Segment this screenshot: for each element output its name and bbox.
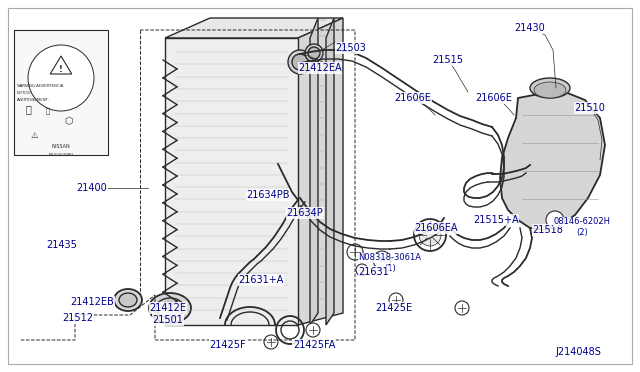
Text: 21412EB: 21412EB (70, 297, 114, 307)
Text: N08318-3061A: N08318-3061A (358, 253, 422, 263)
Text: 21512: 21512 (63, 313, 93, 323)
Ellipse shape (530, 78, 570, 98)
Polygon shape (500, 90, 605, 230)
Text: 21503: 21503 (335, 43, 367, 53)
Circle shape (347, 244, 363, 260)
Text: !: ! (59, 65, 63, 74)
Circle shape (389, 293, 403, 307)
Text: J214048S: J214048S (555, 347, 601, 357)
Text: NISSAN: NISSAN (52, 144, 70, 149)
Text: 21425FA: 21425FA (293, 340, 335, 350)
Text: 21518: 21518 (532, 225, 563, 235)
Polygon shape (326, 18, 334, 325)
Polygon shape (165, 18, 343, 38)
Text: 21631: 21631 (358, 267, 389, 277)
Text: 08146-6202H: 08146-6202H (554, 218, 611, 227)
Text: AVERTISSEMENT·: AVERTISSEMENT· (17, 98, 51, 102)
Text: 21400: 21400 (77, 183, 108, 193)
Circle shape (308, 47, 320, 59)
Text: N14/2020PU: N14/2020PU (48, 153, 74, 157)
Text: ⬜: ⬜ (25, 104, 31, 114)
Text: NOTICE·: NOTICE· (17, 91, 33, 95)
Text: ⚠: ⚠ (30, 131, 38, 140)
Bar (14, 30, 108, 155)
Circle shape (455, 301, 469, 315)
Text: B: B (552, 217, 557, 223)
Ellipse shape (119, 293, 137, 307)
Text: 21425E: 21425E (376, 303, 413, 313)
Text: 21631+A: 21631+A (238, 275, 284, 285)
Ellipse shape (149, 293, 191, 323)
Text: (1): (1) (384, 263, 396, 273)
Circle shape (414, 219, 446, 251)
Text: (2): (2) (576, 228, 588, 237)
Text: 21606EA: 21606EA (414, 223, 458, 233)
Circle shape (546, 211, 564, 229)
Circle shape (292, 54, 308, 70)
Ellipse shape (534, 82, 566, 98)
Text: 21634PB: 21634PB (246, 190, 290, 200)
Text: N: N (379, 257, 385, 263)
Text: 21430: 21430 (515, 23, 545, 33)
Text: WARNING·ADVERTENCIA: WARNING·ADVERTENCIA (17, 84, 65, 88)
Text: 21515: 21515 (433, 55, 463, 65)
Text: 🔥: 🔥 (46, 107, 50, 113)
Text: 21425F: 21425F (210, 340, 246, 350)
Circle shape (419, 224, 441, 246)
Text: 21412EA: 21412EA (298, 63, 342, 73)
Circle shape (356, 264, 368, 276)
Polygon shape (298, 18, 343, 325)
Circle shape (306, 323, 320, 337)
Text: 21435: 21435 (47, 240, 77, 250)
Circle shape (264, 335, 278, 349)
Circle shape (288, 50, 312, 74)
Circle shape (373, 251, 391, 269)
Polygon shape (50, 56, 72, 74)
Circle shape (28, 45, 94, 111)
Text: 21634P: 21634P (287, 208, 323, 218)
Text: 21515+A: 21515+A (473, 215, 519, 225)
Text: 21606E: 21606E (476, 93, 513, 103)
Text: 21606E: 21606E (395, 93, 431, 103)
Text: 21510: 21510 (575, 103, 605, 113)
Text: 21501: 21501 (152, 315, 184, 325)
Bar (165, 38, 298, 325)
Ellipse shape (156, 298, 184, 318)
Ellipse shape (114, 289, 142, 311)
Circle shape (305, 44, 323, 62)
Text: 21412E: 21412E (150, 303, 186, 313)
Polygon shape (310, 18, 318, 325)
Text: ⬡: ⬡ (65, 116, 73, 126)
